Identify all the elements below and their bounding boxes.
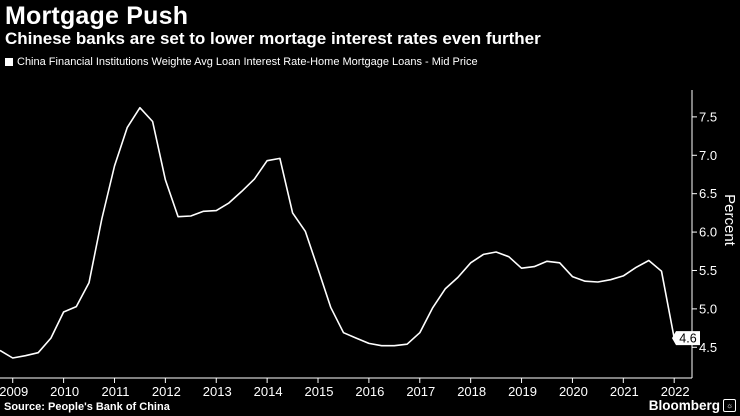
x-tick-label: 2019 <box>508 384 537 399</box>
brand-logo: Bloomberg ☼ <box>649 398 736 413</box>
x-tick-label: 2009 <box>0 384 28 399</box>
y-tick-label: 4.5 <box>699 340 717 355</box>
chart-subtitle: Chinese banks are set to lower mortage i… <box>5 29 541 48</box>
x-tick-label: 2015 <box>305 384 334 399</box>
legend-swatch <box>5 58 13 66</box>
x-tick-label: 2020 <box>559 384 588 399</box>
x-axis: 2009 2010 2011 2012 2013 2014 2015 2016 2017 2018… <box>0 377 692 399</box>
series-layer: 4.6 <box>0 106 700 359</box>
x-tick-label: 2012 <box>152 384 181 399</box>
legend: China Financial Institutions Weighte Avg… <box>5 56 478 68</box>
x-tick-label: 2010 <box>50 384 79 399</box>
last-value-badge <box>672 331 700 346</box>
last-value-label: 4.6 <box>679 332 696 346</box>
legend-label: China Financial Institutions Weighte Avg… <box>17 56 478 68</box>
series-line <box>0 106 675 359</box>
y-tick-label: 7.0 <box>699 148 717 163</box>
x-tick-label: 2017 <box>406 384 435 399</box>
chart-title: Mortgage Push <box>5 2 189 30</box>
brand-name: Bloomberg <box>648 398 720 413</box>
x-tick-label: 2022 <box>661 384 690 399</box>
y-tick-label: 5.5 <box>699 263 717 278</box>
y-axis-label: Percent <box>721 194 738 247</box>
x-tick-label: 2021 <box>610 384 639 399</box>
y-tick-label: 6.0 <box>699 225 717 240</box>
x-tick-label: 2016 <box>355 384 384 399</box>
brand-mark-icon: ☼ <box>723 399 736 412</box>
x-tick-label: 2018 <box>457 384 486 399</box>
x-tick-label: 2013 <box>203 384 232 399</box>
y-axis: 4.5 5.0 5.5 6.0 6.5 7.0 7.5 <box>691 90 717 378</box>
x-tick-label: 2011 <box>102 384 130 399</box>
y-tick-label: 7.5 <box>699 109 717 124</box>
y-tick-label: 5.0 <box>699 301 717 316</box>
source-note: Source: People's Bank of China <box>4 401 170 413</box>
y-tick-label: 6.5 <box>699 186 717 201</box>
x-tick-label: 2014 <box>254 384 283 399</box>
